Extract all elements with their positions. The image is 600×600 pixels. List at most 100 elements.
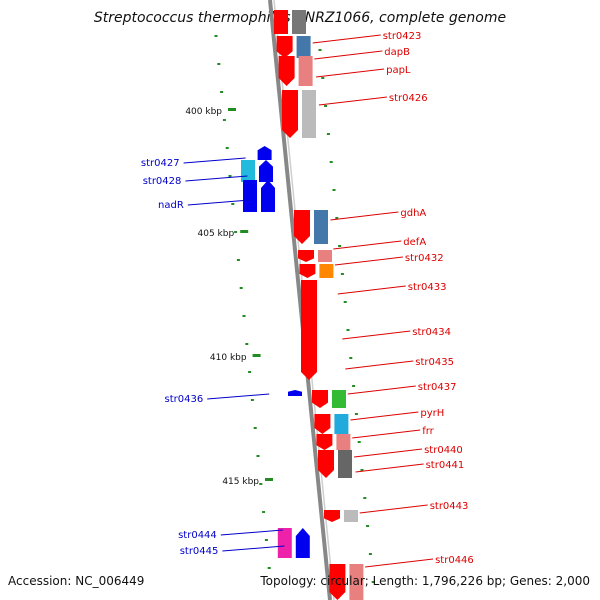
forward-gene-leader [337, 285, 406, 295]
scale-tick [228, 108, 236, 111]
guide-dot-left [217, 63, 221, 65]
scale-label: 405 kbp [198, 229, 235, 239]
forward-gene-arrow [278, 56, 295, 86]
gene-cog-box [241, 160, 255, 182]
guide-dot-right [340, 273, 344, 275]
scale-tick [252, 354, 261, 357]
forward-gene-leader [316, 68, 385, 78]
guide-dot-right [318, 49, 322, 51]
guide-dot-left [264, 539, 268, 541]
guide-dot-right [371, 581, 375, 583]
reverse-gene-leader [187, 199, 250, 206]
reverse-gene-leader [185, 175, 248, 182]
guide-dot-left [222, 119, 226, 121]
gene-cog-box [319, 264, 334, 278]
reverse-gene-arrow [261, 180, 275, 212]
guide-dot-left [214, 35, 218, 37]
forward-gene-arrow [282, 90, 298, 138]
forward-gene-label: str0432 [405, 253, 444, 264]
reverse-gene-label: nadR [158, 200, 184, 211]
scale-tick [265, 478, 273, 481]
gene-cog-box [344, 510, 358, 522]
forward-gene-leader [314, 50, 383, 60]
forward-gene-arrow [301, 280, 317, 380]
forward-gene-label: gdhA [400, 208, 426, 219]
forward-gene-arrow [299, 264, 316, 278]
reverse-gene-label: str0445 [180, 546, 219, 557]
forward-gene-arrow [329, 564, 346, 600]
forward-gene-label: str0437 [418, 382, 457, 393]
forward-gene-leader [365, 558, 434, 568]
guide-dot-right [324, 105, 328, 107]
reverse-gene-leader [220, 529, 283, 536]
forward-gene-label: papL [386, 65, 411, 76]
accession-label: Accession: NC_006449 [8, 574, 145, 588]
guide-dot-right [360, 469, 364, 471]
guide-dot-right [346, 329, 350, 331]
forward-gene-arrow [324, 510, 340, 522]
guide-dot-right [352, 385, 356, 387]
genome-backbone [268, 0, 332, 600]
forward-gene-leader [350, 411, 419, 421]
reverse-gene-label: str0428 [143, 176, 182, 187]
forward-gene-label: defA [403, 237, 426, 248]
reverse-gene-arrow [295, 528, 310, 558]
forward-gene-arrow [314, 414, 331, 434]
forward-gene-leader [354, 448, 423, 458]
guide-dot-right [335, 217, 339, 219]
guide-dot-right [338, 245, 342, 247]
guide-dot-right [368, 553, 372, 555]
gene-cog-box [332, 390, 346, 408]
forward-gene-arrow [274, 10, 288, 34]
guide-dot-left [239, 287, 243, 289]
gene-cog-box [314, 210, 328, 244]
forward-gene-label: str0440 [424, 445, 463, 456]
guide-dot-right [354, 413, 358, 415]
forward-gene-arrow [276, 36, 293, 58]
gene-cog-box [292, 10, 306, 34]
forward-gene-arrow [294, 210, 310, 244]
guide-dot-right [332, 189, 336, 191]
forward-gene-label: pyrH [420, 408, 444, 419]
forward-gene-label: str0441 [426, 460, 465, 471]
gene-cog-box [296, 36, 311, 58]
guide-dot-right [326, 133, 330, 135]
guide-dot-left [236, 259, 240, 261]
guide-dot-left [228, 175, 232, 177]
guide-dot-left [234, 231, 238, 233]
forward-gene-arrow [318, 450, 334, 478]
forward-gene-leader [312, 34, 381, 44]
guide-dot-left [225, 147, 229, 149]
forward-gene-leader [352, 429, 421, 439]
scale-label: 400 kbp [185, 107, 222, 117]
guide-dot-left [253, 427, 257, 429]
guide-dot-left [231, 203, 235, 205]
guide-dot-left [220, 91, 224, 93]
forward-gene-label: str0423 [383, 31, 422, 42]
forward-gene-label: str0435 [415, 357, 454, 368]
gene-cog-box [298, 56, 313, 86]
reverse-gene-arrow [288, 390, 302, 396]
scale-tick [240, 230, 249, 233]
forward-gene-leader [333, 240, 402, 250]
forward-gene-label: str0433 [408, 282, 447, 293]
forward-gene-leader [359, 504, 428, 514]
guide-dot-right [343, 301, 347, 303]
forward-gene-arrow [312, 390, 328, 408]
forward-gene-label: frr [422, 426, 434, 437]
forward-gene-leader [342, 330, 411, 340]
gene-cog-box [318, 250, 332, 262]
gene-cog-box [277, 528, 292, 558]
guide-dot-left [256, 455, 260, 457]
guide-dot-left [250, 399, 254, 401]
reverse-gene-arrow [257, 146, 272, 160]
scale-label: 415 kbp [222, 477, 259, 487]
forward-gene-leader [334, 256, 403, 266]
forward-gene-leader [318, 96, 387, 106]
forward-gene-label: str0434 [412, 327, 451, 338]
forward-gene-leader [330, 211, 399, 221]
forward-gene-arrow [298, 250, 314, 262]
gene-cog-box [349, 564, 364, 600]
